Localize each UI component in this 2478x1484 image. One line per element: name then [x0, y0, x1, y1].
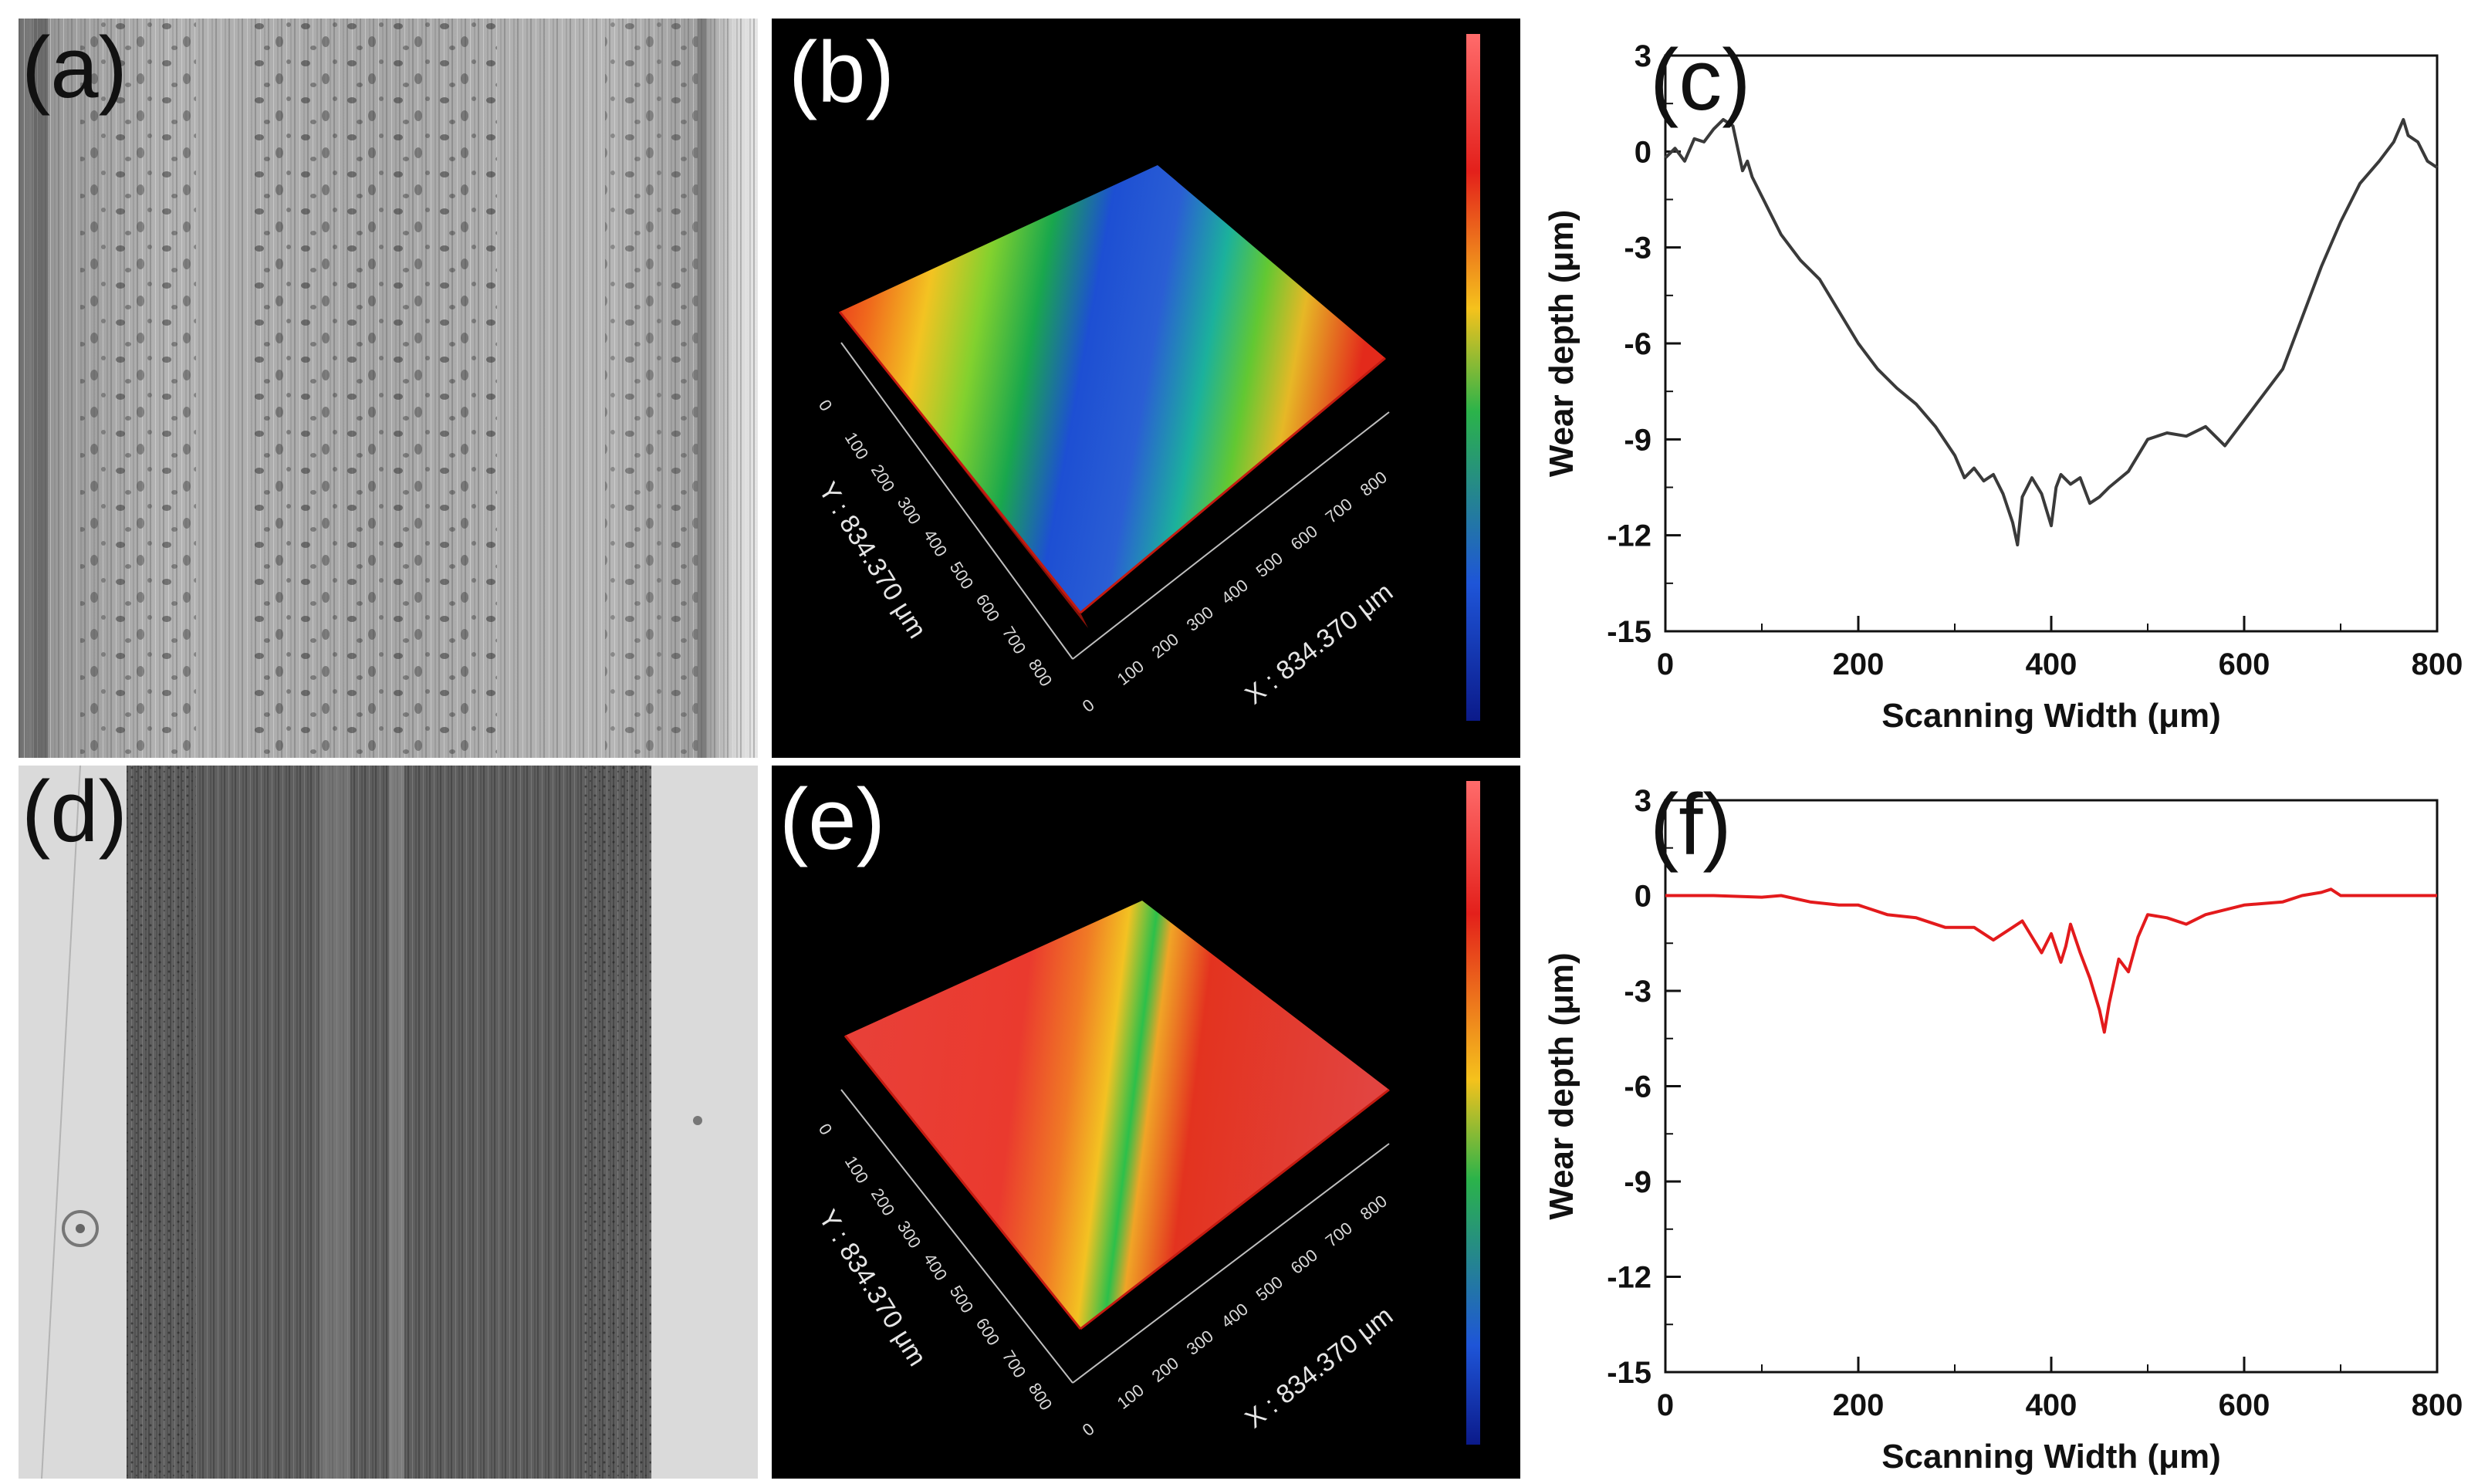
e-y-tick: 100 [841, 1152, 873, 1186]
e-x-tick: 100 [1114, 1381, 1148, 1413]
plot-frame [1664, 799, 2439, 1374]
b-y-tick: 700 [999, 623, 1030, 657]
y-tick-label: -15 [1607, 615, 1651, 649]
x-tick-label: 800 [2412, 647, 2463, 681]
b-x-axis-label: X : 834.370 μm [1240, 577, 1399, 710]
e-y-tick: 200 [867, 1185, 899, 1219]
e-y-tick: 400 [920, 1249, 952, 1283]
b-y-tick: 500 [946, 558, 978, 592]
y-tick-label: -12 [1607, 1261, 1651, 1295]
profile3d-panel-e: 0 100 200 300 400 500 600 700 800 0 100 … [772, 766, 1520, 1479]
e-y-tick: 600 [972, 1314, 1004, 1348]
b-y-tick: 0 [815, 396, 837, 414]
series-line [1664, 117, 2439, 547]
b-x-tick: 600 [1287, 522, 1321, 554]
b-y-tick: 600 [972, 590, 1004, 624]
profile3d-panel-b: 0 100 200 300 400 500 600 700 800 0 100 … [772, 19, 1520, 758]
panel-label: (f) [1650, 776, 1732, 873]
e-y-tick: 800 [1025, 1379, 1056, 1413]
b-x-tick: 300 [1183, 603, 1217, 635]
micrograph-panel-a: (a) [19, 19, 758, 758]
e-y-tick: 500 [946, 1282, 978, 1316]
b-y-tick: 200 [867, 461, 899, 495]
b-y-tick: 400 [920, 526, 952, 559]
x-tick-label: 0 [1657, 647, 1674, 681]
e-x-tick: 600 [1287, 1246, 1321, 1278]
x-tick-label: 400 [2026, 1388, 2077, 1422]
profile3d-b-surface: 0 100 200 300 400 500 600 700 800 0 100 … [813, 34, 1480, 721]
micrograph-a-image [19, 19, 758, 758]
y-tick-label: -12 [1607, 519, 1651, 553]
b-y-tick: 300 [894, 493, 925, 527]
micrograph-panel-d: (d) [19, 766, 758, 1479]
b-x-tick: 800 [1357, 468, 1391, 500]
b-y-tick: 100 [841, 428, 873, 462]
e-y-tick: 700 [999, 1347, 1030, 1381]
y-tick-label: -6 [1624, 327, 1651, 361]
e-x-tick: 0 [1079, 1419, 1098, 1440]
y-tick-label: 0 [1635, 135, 1651, 169]
e-x-tick: 500 [1253, 1273, 1286, 1305]
x-tick-label: 600 [2219, 647, 2270, 681]
e-x-axis-label: X : 834.370 μm [1240, 1301, 1399, 1434]
b-x-tick: 700 [1322, 495, 1356, 527]
y-tick-label: -3 [1624, 975, 1651, 1009]
panel-label-b: (b) [789, 24, 894, 120]
panel-label-a: (a) [22, 19, 127, 116]
y-tick-label: 0 [1635, 880, 1651, 914]
e-x-tick: 800 [1357, 1192, 1391, 1224]
panel-label-d: (d) [22, 766, 127, 860]
panel-label: (c) [1650, 32, 1751, 128]
x-tick-label: 200 [1833, 647, 1885, 681]
chart-c: 3 0 -3 -6 -9 -12 -15 0 200 400 600 800 Scanning Widt… [1528, 31, 2478, 756]
y-tick-label: -15 [1607, 1356, 1651, 1390]
plot-frame [1664, 54, 2439, 633]
y-tick-label: -3 [1624, 232, 1651, 265]
x-tick-label: 600 [2219, 1388, 2270, 1422]
x-axis-label: Scanning Width (μm) [1881, 697, 2221, 735]
series-line [1665, 887, 2437, 1034]
e-x-tick: 300 [1183, 1327, 1217, 1359]
e-y-tick: 300 [894, 1217, 925, 1251]
b-x-tick: 500 [1253, 549, 1286, 581]
e-y-tick: 0 [815, 1120, 837, 1138]
chart-f: 3 0 -3 -6 -9 -12 -15 0 200 400 600 800 Scanning Widt… [1528, 776, 2478, 1484]
b-y-tick: 800 [1025, 655, 1056, 689]
x-axis-label: Scanning Width (μm) [1881, 1438, 2221, 1476]
y-axis-label: Wear depth (μm) [1543, 952, 1580, 1219]
b-x-tick: 200 [1148, 630, 1182, 662]
panel-label-e: (e) [779, 771, 885, 867]
x-tick-label: 800 [2412, 1388, 2463, 1422]
e-x-tick: 700 [1322, 1219, 1356, 1251]
x-tick-label: 0 [1657, 1388, 1674, 1422]
y-tick-label: 3 [1635, 784, 1651, 818]
e-x-tick: 200 [1148, 1354, 1182, 1386]
b-x-tick: 100 [1114, 657, 1148, 689]
x-tick-label: 400 [2026, 647, 2077, 681]
e-x-tick: 400 [1218, 1300, 1252, 1332]
y-tick-label: -6 [1624, 1070, 1651, 1104]
b-x-tick: 400 [1218, 576, 1252, 608]
y-tick-label: 3 [1635, 39, 1651, 73]
y-axis-label: Wear depth (μm) [1543, 210, 1580, 477]
y-tick-label: -9 [1624, 1165, 1651, 1199]
x-tick-label: 200 [1833, 1388, 1885, 1422]
micrograph-d-image [19, 766, 758, 1479]
y-tick-label: -9 [1624, 423, 1651, 457]
b-x-tick: 0 [1079, 695, 1098, 716]
profile3d-e-surface: 0 100 200 300 400 500 600 700 800 0 100 … [813, 781, 1480, 1445]
